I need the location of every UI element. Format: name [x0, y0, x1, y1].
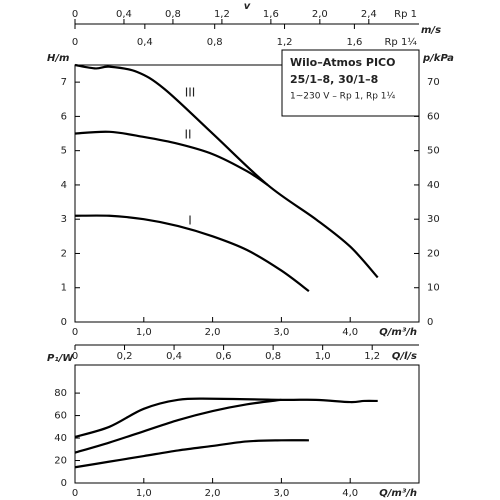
- y2-tick-label: 50: [427, 146, 440, 157]
- x-tick-label: 0,4: [116, 9, 132, 20]
- x-tick-label: 1,2: [214, 9, 230, 20]
- x-tick-label: 0: [72, 488, 78, 499]
- y2-tick-label: 20: [427, 248, 440, 259]
- y-axis-label: H/m: [47, 53, 69, 64]
- x-axis-label: Q/m³/h: [379, 327, 417, 338]
- chart-note: 1~230 V – Rp 1, Rp 1¼: [290, 92, 396, 102]
- plot-frame: [74, 364, 420, 484]
- y-tick-label: 40: [54, 433, 67, 444]
- y-tick-label: 0: [61, 317, 67, 328]
- y-axis-label: P₁/W: [47, 353, 74, 364]
- x-tick-label: 1,2: [364, 351, 380, 362]
- curve-label: II: [184, 128, 191, 142]
- x-tick-label: 1,0: [136, 327, 152, 338]
- x-tick-label: 0,6: [216, 351, 232, 362]
- x-tick-label: 4,0: [342, 327, 358, 338]
- x-tick-label: 0,4: [166, 351, 182, 362]
- x-tick-label: 0,8: [265, 351, 281, 362]
- y2-tick-label: 60: [427, 111, 440, 122]
- curve-label: I: [188, 214, 192, 228]
- x-tick-label: 1,2: [277, 37, 293, 48]
- top-axis-unit: m/s: [421, 25, 441, 36]
- x-axis-label: Q/m³/h: [379, 488, 417, 499]
- y-tick-label: 2: [61, 248, 67, 259]
- curve: [74, 214, 310, 293]
- y-tick-label: 60: [54, 411, 67, 422]
- top-axis-label: Q/l/s: [392, 351, 417, 362]
- x-tick-label: 0,4: [137, 37, 153, 48]
- curve: [74, 63, 379, 279]
- plot-frame: [74, 64, 420, 323]
- x-tick-label: 2,0: [312, 9, 328, 20]
- x-tick-label: 1,0: [315, 351, 331, 362]
- curve: [74, 439, 309, 469]
- y2-tick-label: 30: [427, 214, 440, 225]
- y2-tick-label: 10: [427, 283, 440, 294]
- curve: [74, 130, 269, 186]
- y-tick-label: 7: [61, 77, 67, 88]
- x-tick-label: 1,0: [136, 488, 152, 499]
- y-tick-label: 6: [61, 111, 67, 122]
- x-tick-label: 2,4: [361, 9, 377, 20]
- top-scale-name: Rp 1¼: [384, 36, 417, 48]
- y-tick-label: 5: [61, 146, 67, 157]
- y2-tick-label: 70: [427, 77, 440, 88]
- legend-box: [281, 49, 420, 117]
- x-tick-label: 0: [72, 9, 78, 20]
- y2-tick-label: 0: [427, 317, 433, 328]
- y-tick-label: 3: [61, 214, 67, 225]
- x-tick-label: 0: [72, 351, 78, 362]
- chart-subtitle: 25/1–8, 30/1–8: [290, 73, 378, 86]
- curve: [74, 398, 282, 454]
- y-tick-label: 0: [61, 478, 67, 489]
- chart-title: Wilo–Atmos PICO: [290, 56, 395, 69]
- x-tick-label: 0: [72, 327, 78, 338]
- y-tick-label: 20: [54, 456, 67, 467]
- x-tick-label: 4,0: [342, 488, 358, 499]
- y2-axis-label: p/kPa: [422, 53, 454, 64]
- x-tick-label: 0,8: [165, 9, 181, 20]
- x-tick-label: 2,0: [205, 488, 221, 499]
- top-axis-label: v: [244, 1, 251, 12]
- y-tick-label: 4: [61, 180, 67, 191]
- x-tick-label: 0,2: [117, 351, 133, 362]
- top-scale-name: Rp 1: [394, 9, 417, 20]
- x-tick-label: 1,6: [263, 9, 279, 20]
- x-tick-label: 0: [72, 37, 78, 48]
- curve: [74, 397, 378, 438]
- y-tick-label: 80: [54, 388, 67, 399]
- x-tick-label: 3,0: [273, 327, 289, 338]
- x-tick-label: 3,0: [273, 488, 289, 499]
- y2-tick-label: 40: [427, 180, 440, 191]
- curve-label: III: [185, 86, 196, 100]
- x-tick-label: 2,0: [205, 327, 221, 338]
- x-tick-label: 0,8: [207, 37, 223, 48]
- y-tick-label: 1: [61, 283, 67, 294]
- x-tick-label: 1,6: [346, 37, 362, 48]
